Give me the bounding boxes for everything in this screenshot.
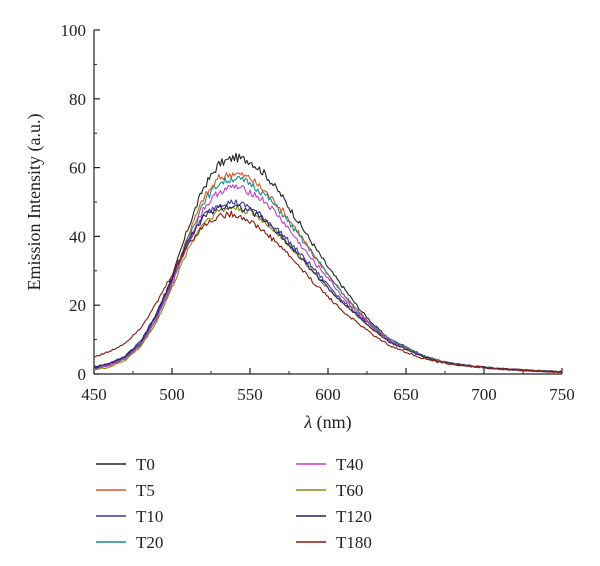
- x-tick-label: 750: [549, 385, 575, 404]
- series-line-t0: [93, 152, 563, 373]
- x-axis-unit: (nm): [317, 412, 352, 433]
- x-tick-label: 700: [471, 385, 497, 404]
- legend-label: T40: [336, 455, 363, 474]
- series-line-t40: [93, 184, 563, 374]
- legend-label: T20: [136, 533, 163, 552]
- legend-item-t120: T120: [296, 507, 372, 526]
- series-line-t20: [93, 175, 562, 373]
- y-tick-label: 80: [69, 90, 86, 109]
- x-axis-symbol: λ: [303, 412, 312, 432]
- legend-label: T5: [136, 481, 155, 500]
- legend-item-t180: T180: [296, 533, 372, 552]
- legend: T0 T5 T10 T20 T40 T60 T120 T180: [96, 455, 372, 552]
- x-axis-title: λ (nm): [303, 412, 351, 433]
- legend-label: T60: [336, 481, 363, 500]
- x-tick-label: 500: [159, 385, 185, 404]
- legend-item-t20: T20: [96, 533, 163, 552]
- y-tick-label: 100: [61, 21, 87, 40]
- legend-item-t40: T40: [296, 455, 363, 474]
- legend-item-t0: T0: [96, 455, 155, 474]
- y-tick-label: 60: [69, 159, 86, 178]
- x-tick-label: 600: [315, 385, 341, 404]
- legend-label: T0: [136, 455, 155, 474]
- series-layer: [93, 152, 563, 374]
- x-tick-label: 450: [81, 385, 107, 404]
- y-axis-title: Emission Intensity (a.u.): [24, 114, 45, 291]
- series-line-t10: [93, 199, 563, 373]
- legend-item-t5: T5: [96, 481, 155, 500]
- legend-item-t10: T10: [96, 507, 163, 526]
- x-tick-label: 650: [393, 385, 419, 404]
- series-line-t120: [93, 203, 563, 373]
- legend-item-t60: T60: [296, 481, 363, 500]
- series-line-t180: [93, 210, 563, 374]
- tick-labels: 0 20 40 60 80 100 450 500 550 600 650 700 750: [61, 21, 575, 404]
- series-line-t5: [93, 172, 563, 373]
- y-tick-label: 20: [69, 296, 86, 315]
- legend-label: T180: [336, 533, 372, 552]
- y-tick-label: 0: [78, 365, 87, 384]
- y-tick-label: 40: [69, 227, 86, 246]
- legend-label: T10: [136, 507, 163, 526]
- axes: [93, 29, 563, 375]
- x-tick-label: 550: [237, 385, 263, 404]
- legend-label: T120: [336, 507, 372, 526]
